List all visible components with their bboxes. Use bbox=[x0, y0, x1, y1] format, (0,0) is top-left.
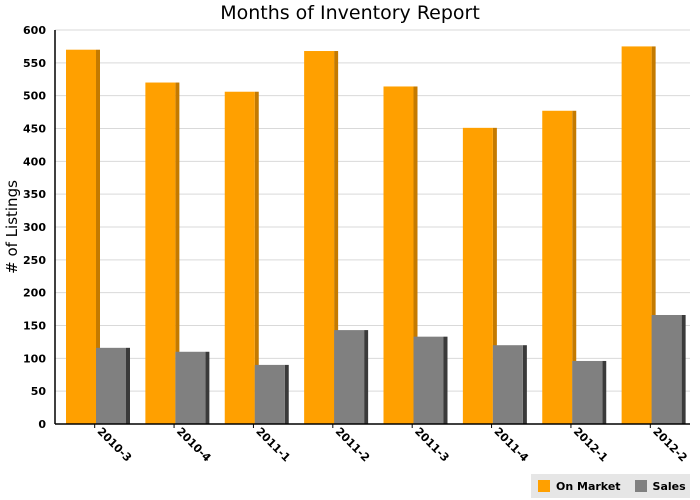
x-tick-label: 2012-2 bbox=[650, 425, 689, 464]
y-tick-label: 100 bbox=[23, 352, 46, 365]
bar-sales[interactable] bbox=[254, 364, 285, 424]
x-tick-label: 2010-4 bbox=[174, 425, 214, 465]
x-tick-label: 2011-1 bbox=[253, 425, 292, 464]
bar-on-market[interactable] bbox=[542, 110, 573, 425]
bar-sales[interactable] bbox=[175, 351, 206, 424]
bar-side-on-market bbox=[651, 46, 656, 425]
x-tick-label: 2011-4 bbox=[491, 425, 531, 465]
y-tick-label: 250 bbox=[23, 254, 46, 267]
y-tick-label: 150 bbox=[23, 320, 46, 333]
x-tick-label: 2011-2 bbox=[333, 425, 372, 464]
y-tick-label: 50 bbox=[31, 385, 47, 398]
bar-side-on-market bbox=[492, 127, 497, 425]
bar-on-market[interactable] bbox=[383, 86, 414, 425]
bar-sales[interactable] bbox=[413, 336, 444, 424]
y-tick-label: 500 bbox=[23, 90, 46, 103]
bar-side-sales bbox=[364, 330, 369, 424]
y-tick-label: 200 bbox=[23, 287, 46, 300]
bar-on-market[interactable] bbox=[462, 127, 493, 425]
bar-side-sales bbox=[205, 351, 210, 424]
bar-side-sales bbox=[681, 314, 686, 424]
y-tick-label: 400 bbox=[23, 155, 46, 168]
x-tick-label: 2012-1 bbox=[571, 425, 610, 464]
y-tick-label: 300 bbox=[23, 221, 46, 234]
bar-on-market[interactable] bbox=[621, 46, 652, 425]
bar-on-market[interactable] bbox=[224, 91, 255, 424]
bar-side-sales bbox=[126, 347, 130, 424]
y-axis-title: # of Listings bbox=[3, 180, 21, 274]
legend: On Market Sales bbox=[531, 474, 690, 498]
bar-on-market[interactable] bbox=[145, 82, 176, 425]
bar-sales[interactable] bbox=[651, 314, 682, 424]
bar-side-sales bbox=[284, 364, 289, 424]
legend-swatch-sales bbox=[634, 480, 647, 492]
legend-swatch-on-market bbox=[538, 480, 550, 492]
legend-item-sales[interactable]: Sales bbox=[634, 479, 686, 493]
legend-label-sales: Sales bbox=[652, 479, 686, 493]
legend-label-on-market: On Market bbox=[556, 479, 621, 493]
y-tick-label: 450 bbox=[23, 123, 46, 136]
bar-side-on-market bbox=[572, 110, 577, 425]
x-tick-label: 2011-3 bbox=[412, 425, 451, 464]
bar-sales[interactable] bbox=[96, 347, 126, 424]
x-tick-label: 2010-3 bbox=[95, 425, 134, 464]
bar-side-sales bbox=[443, 336, 448, 424]
y-tick-label: 550 bbox=[23, 57, 46, 70]
bar-side-on-market bbox=[254, 91, 259, 424]
y-tick-label: 0 bbox=[38, 418, 46, 431]
bar-sales[interactable] bbox=[492, 345, 523, 424]
bar-side-on-market bbox=[175, 82, 180, 425]
bar-side-on-market bbox=[334, 51, 339, 424]
bar-side-on-market bbox=[413, 86, 418, 425]
bar-sales[interactable] bbox=[572, 360, 603, 424]
chart-title: Months of Inventory Report bbox=[220, 2, 480, 24]
bar-side-sales bbox=[522, 345, 527, 424]
y-tick-label: 600 bbox=[23, 24, 46, 37]
bar-side-sales bbox=[602, 360, 607, 424]
legend-item-on-market[interactable]: On Market bbox=[538, 480, 621, 493]
bar-sales[interactable] bbox=[334, 330, 365, 424]
bar-on-market[interactable] bbox=[304, 51, 335, 424]
y-tick-label: 350 bbox=[23, 188, 46, 201]
bar-side-on-market bbox=[96, 49, 100, 424]
bar-on-market[interactable] bbox=[66, 49, 96, 424]
